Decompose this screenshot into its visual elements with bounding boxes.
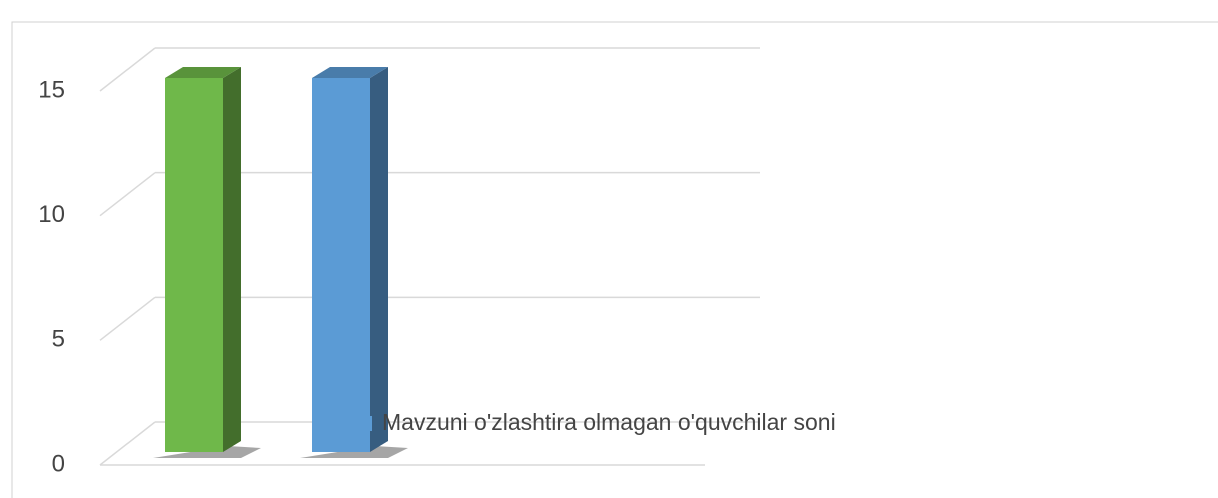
legend: Mavzuni o'zlashtira olmagan o'quvchilar … — [357, 404, 917, 440]
bar — [312, 78, 370, 452]
chart-frame — [11, 21, 1218, 498]
bar-side — [370, 67, 388, 452]
bar-side — [223, 67, 241, 452]
y-tick-label: 5 — [52, 326, 65, 353]
y-tick-label: 0 — [52, 450, 65, 477]
grid-line — [99, 47, 156, 92]
legend-label: Mavzuni o'zlashtira olmagan o'quvchilar … — [382, 409, 836, 435]
grid-line — [99, 421, 156, 466]
legend-swatch — [357, 416, 372, 431]
bar-top — [165, 67, 241, 78]
grid-line — [99, 172, 156, 217]
y-tick-label: 10 — [38, 201, 65, 228]
y-tick-label: 15 — [38, 76, 65, 103]
bar — [165, 78, 223, 452]
grid-line — [99, 296, 156, 341]
bar-top — [312, 67, 388, 78]
